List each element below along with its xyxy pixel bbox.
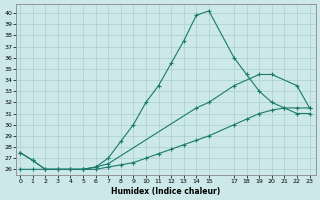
X-axis label: Humidex (Indice chaleur): Humidex (Indice chaleur) <box>111 187 221 196</box>
